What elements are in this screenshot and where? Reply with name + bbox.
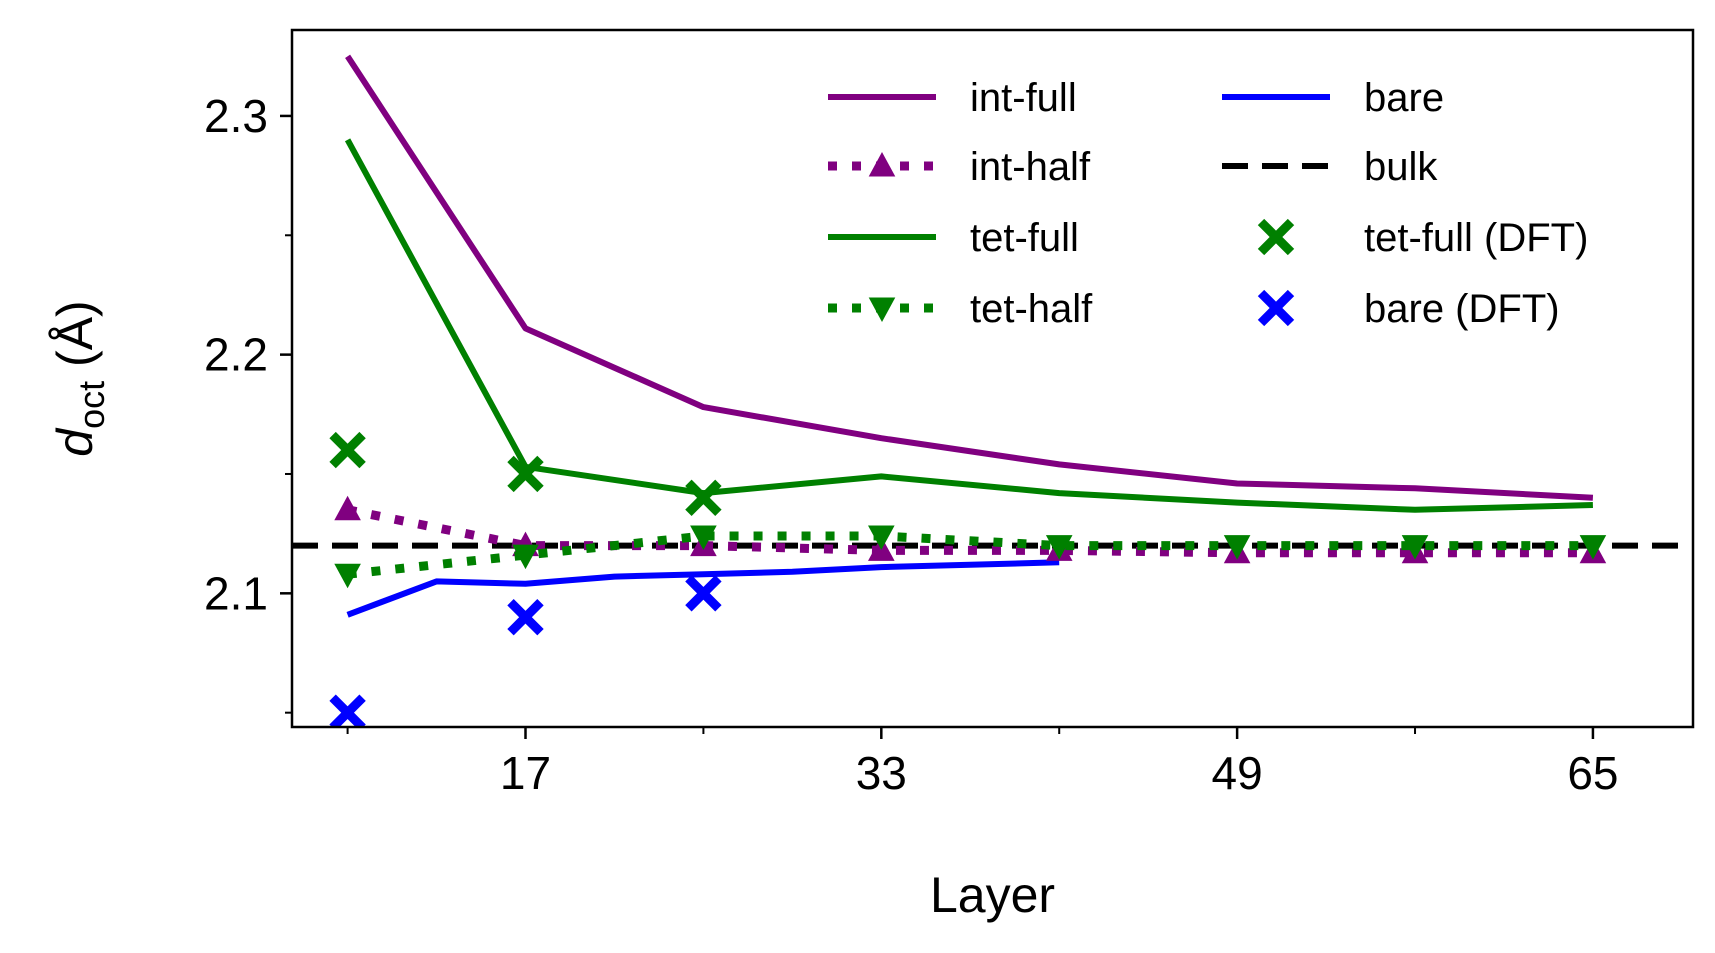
series-bare-dft: [329, 575, 722, 727]
y-axis-title-symbol: d: [47, 427, 103, 457]
series-bare: [346, 559, 1060, 618]
ticks-layer: 17 33 49 65 2.1 2.2 2.3: [204, 90, 1618, 799]
data-point-tet-half: [512, 544, 539, 570]
data-point-tet-full-dft: [507, 455, 544, 493]
legend-item-tet-half: tet-half: [828, 287, 1093, 331]
legend-label: int-half: [970, 145, 1091, 189]
data-point-tet-half: [1045, 535, 1073, 560]
series-line-int-full: [345, 54, 1594, 501]
x-tick-label: 49: [1212, 747, 1263, 799]
data-point-tet-half: [690, 525, 717, 551]
data-point-tet-half: [1579, 535, 1607, 560]
x-axis-title: Layer: [930, 867, 1055, 923]
legend-label: tet-full: [970, 216, 1079, 260]
legend-marker: [1257, 289, 1295, 327]
series-layer: [292, 54, 1693, 727]
legend-item-bulk: bulk: [1222, 145, 1438, 189]
legend: int-full int-half tet-full tet-half bare bulk…: [828, 76, 1588, 331]
x-tick-label: 17: [500, 747, 551, 799]
legend-item-bare: bare: [1222, 76, 1444, 120]
x-tick-label: 65: [1567, 747, 1618, 799]
data-point-bare-dft: [507, 599, 544, 636]
y-tick-label: 2.3: [204, 90, 268, 142]
y-axis-title: doct (Å): [47, 300, 112, 456]
legend-marker: [868, 297, 896, 322]
legend-label: tet-full (DFT): [1364, 216, 1588, 260]
data-point-tet-full-dft: [329, 431, 366, 469]
legend-item-tet-full-dft: tet-full (DFT): [1257, 216, 1588, 260]
legend-item-bare-dft: bare (DFT): [1257, 287, 1560, 331]
legend-item-tet-full: tet-full: [828, 216, 1079, 260]
y-tick-label: 2.2: [204, 329, 268, 381]
legend-item-int-full: int-full: [828, 76, 1077, 120]
series-tet-half: [334, 525, 1607, 589]
series-int-full: [345, 54, 1594, 501]
legend-label: bare: [1364, 76, 1444, 120]
data-point-int-half: [334, 495, 361, 521]
plot-frame: [290, 28, 1695, 729]
y-axis-title-subscript: oct: [71, 381, 112, 429]
legend-label: int-full: [970, 76, 1077, 120]
series-line-tet-full: [344, 138, 1593, 513]
svg-text:doct (Å): doct (Å): [47, 300, 112, 456]
legend-label: bulk: [1364, 145, 1438, 189]
series-tet-full: [344, 138, 1593, 513]
y-tick-label: 2.1: [204, 567, 268, 619]
data-point-bare-dft: [685, 575, 722, 612]
legend-label: tet-half: [970, 287, 1093, 331]
legend-marker: [868, 152, 896, 177]
data-point-tet-half: [1401, 535, 1429, 560]
legend-marker: [1257, 218, 1295, 256]
series-line-bare: [346, 559, 1060, 618]
legend-label: bare (DFT): [1364, 287, 1560, 331]
data-point-tet-half: [1223, 535, 1251, 560]
series-line-tet-half: [347, 531, 1593, 579]
y-axis-title-unit: (Å): [47, 300, 103, 381]
data-point-tet-full-dft: [685, 479, 722, 517]
series-tet-full-dft: [329, 431, 722, 517]
legend-item-int-half: int-half: [828, 145, 1091, 189]
data-point-bare-dft: [329, 694, 366, 727]
data-point-tet-half: [334, 563, 361, 589]
data-point-tet-half: [868, 525, 895, 551]
x-tick-label: 33: [856, 747, 907, 799]
series-line-int-half: [346, 505, 1593, 558]
